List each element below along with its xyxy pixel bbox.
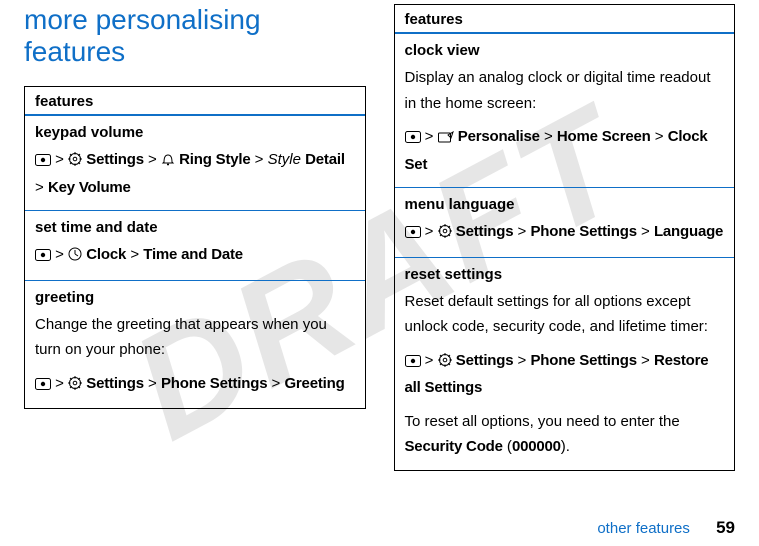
tail-text-3: ). xyxy=(561,438,570,455)
right-features-box: features clock view Display an analog cl… xyxy=(394,4,736,471)
gear-icon xyxy=(68,373,82,399)
two-column-layout: more personalising features features key… xyxy=(24,0,735,471)
reset-path: > Settings > Phone Settings > Restore al… xyxy=(405,348,725,401)
gt: > xyxy=(655,128,664,145)
greeting-title: greeting xyxy=(25,281,365,312)
settime-body: > Clock > Time and Date xyxy=(25,242,365,280)
ringstyle-label: Ring Style xyxy=(179,151,250,168)
right-column: features clock view Display an analog cl… xyxy=(394,4,736,471)
settings-label: Settings xyxy=(86,375,144,392)
gt: > xyxy=(425,352,434,369)
clockview-title: clock view xyxy=(395,34,735,65)
gt: > xyxy=(641,223,650,240)
center-key-icon xyxy=(35,244,51,270)
phonesettings-label: Phone Settings xyxy=(530,352,636,369)
greeting-path: > Settings > Phone Settings > Greeting xyxy=(35,371,355,399)
greeting-desc: Change the greeting that appears when yo… xyxy=(35,312,355,363)
reset-tail: To reset all options, you need to enter … xyxy=(405,409,725,460)
gt: > xyxy=(130,246,139,263)
reset-desc: Reset default settings for all options e… xyxy=(405,289,725,340)
settings-label: Settings xyxy=(86,151,144,168)
gear-icon xyxy=(438,350,452,376)
gt: > xyxy=(272,375,281,392)
center-key-icon xyxy=(35,373,51,399)
clockview-path: > Personalise > Home Screen > Clock Set xyxy=(405,124,725,177)
footer-label: other features xyxy=(597,520,690,537)
keyvolume-label: Key Volume xyxy=(48,179,131,196)
zeros-label: 000000 xyxy=(512,438,561,455)
clock-label: Clock xyxy=(86,246,126,263)
center-key-icon xyxy=(35,149,51,175)
clock-icon xyxy=(68,244,82,270)
securitycode-label: Security Code xyxy=(405,438,503,455)
settings-label: Settings xyxy=(456,223,514,240)
tail-text-2: ( xyxy=(503,438,512,455)
left-column: more personalising features features key… xyxy=(24,4,366,471)
settime-title: set time and date xyxy=(25,211,365,242)
phonesettings-label: Phone Settings xyxy=(530,223,636,240)
menulang-title: menu language xyxy=(395,188,735,219)
gt: > xyxy=(518,223,527,240)
page-title: more personalising features xyxy=(24,4,366,68)
greeting-body: Change the greeting that appears when yo… xyxy=(25,312,365,409)
bell-icon xyxy=(161,149,175,175)
gt: > xyxy=(55,375,64,392)
center-key-icon xyxy=(405,221,421,247)
gt: > xyxy=(148,151,157,168)
tail-text-1: To reset all options, you need to enter … xyxy=(405,413,680,430)
keypad-volume-body: > Settings > Ring Style > Style Detail >… xyxy=(25,147,365,210)
personalise-label: Personalise xyxy=(458,128,540,145)
homescreen-label: Home Screen xyxy=(557,128,651,145)
language-label: Language xyxy=(654,223,723,240)
detail-label: Detail xyxy=(305,151,345,168)
left-features-header: features xyxy=(25,87,365,116)
gt: > xyxy=(544,128,553,145)
center-key-icon xyxy=(405,350,421,376)
greeting-label: Greeting xyxy=(284,375,344,392)
gt: > xyxy=(35,179,44,196)
personalise-icon xyxy=(438,126,454,152)
settings-label: Settings xyxy=(456,352,514,369)
reset-title: reset settings xyxy=(395,258,735,289)
style-italic: Style xyxy=(268,151,301,168)
phonesettings-label: Phone Settings xyxy=(161,375,267,392)
page-number: 59 xyxy=(716,518,735,537)
gt: > xyxy=(518,352,527,369)
timeanddate-label: Time and Date xyxy=(143,246,243,263)
gt: > xyxy=(255,151,264,168)
menulang-body: > Settings > Phone Settings > Language xyxy=(395,219,735,257)
center-key-icon xyxy=(405,126,421,152)
gt: > xyxy=(148,375,157,392)
gear-icon xyxy=(68,149,82,175)
gt: > xyxy=(641,352,650,369)
clockview-desc: Display an analog clock or digital time … xyxy=(405,65,725,116)
keypad-volume-title: keypad volume xyxy=(25,116,365,147)
clockview-body: Display an analog clock or digital time … xyxy=(395,65,735,187)
gear-icon xyxy=(438,221,452,247)
gt: > xyxy=(55,151,64,168)
gt: > xyxy=(55,246,64,263)
page-footer: other features 59 xyxy=(597,518,735,538)
gt: > xyxy=(425,223,434,240)
right-features-header: features xyxy=(395,5,735,34)
reset-body: Reset default settings for all options e… xyxy=(395,289,735,470)
gt: > xyxy=(425,128,434,145)
left-features-box: features keypad volume > Settings > Ring… xyxy=(24,86,366,409)
page: more personalising features features key… xyxy=(0,0,759,546)
